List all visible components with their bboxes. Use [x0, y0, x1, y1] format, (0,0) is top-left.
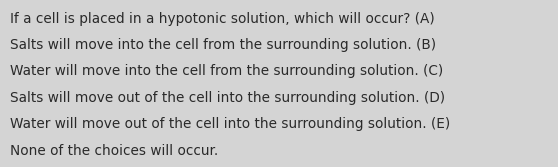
- Text: Salts will move into the cell from the surrounding solution. (B): Salts will move into the cell from the s…: [10, 38, 436, 52]
- Text: None of the choices will occur.: None of the choices will occur.: [10, 144, 218, 158]
- Text: If a cell is placed in a hypotonic solution, which will occur? (A): If a cell is placed in a hypotonic solut…: [10, 12, 435, 26]
- Text: Water will move into the cell from the surrounding solution. (C): Water will move into the cell from the s…: [10, 64, 443, 78]
- Text: Salts will move out of the cell into the surrounding solution. (D): Salts will move out of the cell into the…: [10, 91, 445, 105]
- Text: Water will move out of the cell into the surrounding solution. (E): Water will move out of the cell into the…: [10, 117, 450, 131]
